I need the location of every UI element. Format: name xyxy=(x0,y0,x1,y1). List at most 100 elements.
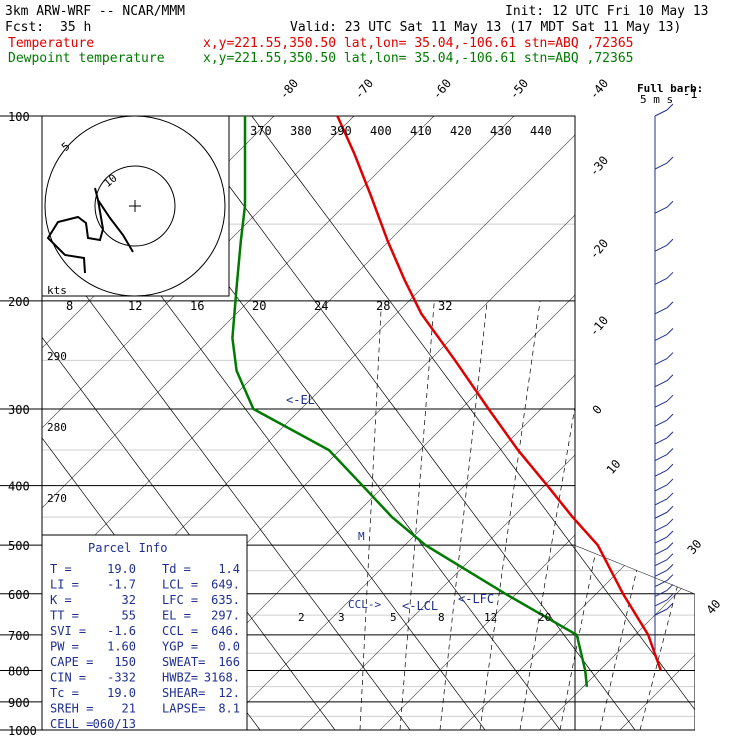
theta-top-label-7: 440 xyxy=(530,124,552,138)
wind-barb-562 xyxy=(654,569,668,577)
parcel-value-5: 1.60 xyxy=(107,640,136,654)
theta-left-label-2: 270 xyxy=(47,492,67,505)
parcel-key2-7: HWBZ= xyxy=(162,671,198,685)
wind-flag-430 xyxy=(666,492,674,500)
wind-barb-452 xyxy=(654,511,668,519)
dry-adiabat-9 xyxy=(176,115,636,731)
wind-barb-276 xyxy=(654,380,668,388)
parcel-key2-4: CCL = xyxy=(162,624,198,638)
parcel-value2-4: 646. xyxy=(211,624,240,638)
wind-barb-364 xyxy=(654,454,668,461)
parcel-key2-9: LAPSE= xyxy=(162,702,205,716)
theta-top-label-4: 410 xyxy=(410,124,432,138)
mask-top xyxy=(0,70,740,116)
dry-adiabat-6 xyxy=(0,180,411,731)
theta-top-label-6: 430 xyxy=(490,124,512,138)
pressure-label-600: 600 xyxy=(8,588,30,602)
theta-top-label-1: 380 xyxy=(290,124,312,138)
parcel-value-6: 150 xyxy=(114,655,136,669)
parcel-value2-8: 12. xyxy=(218,686,240,700)
wind-barb-342 xyxy=(654,437,668,445)
wind-flag-584 xyxy=(666,574,674,581)
parcel-key-4: SVI = xyxy=(50,624,86,638)
wind-flag-232 xyxy=(666,328,674,335)
wind-flag-254 xyxy=(666,352,674,359)
wind-barb-254 xyxy=(654,358,668,366)
parcel-key2-6: SWEAT= xyxy=(162,655,205,669)
parcel-key-1: LI = xyxy=(50,578,79,592)
wind-barb-298 xyxy=(654,400,668,408)
wind-barb-386 xyxy=(654,469,668,477)
theta-top-label-0: 370 xyxy=(250,124,272,138)
wind-barb-122 xyxy=(654,162,668,170)
dry-adiabat-10 xyxy=(251,115,711,731)
parcel-key-7: CIN = xyxy=(50,671,86,685)
pressure-label-900: 900 xyxy=(8,696,30,710)
temperature-trace xyxy=(336,115,662,671)
mask-right xyxy=(575,116,740,740)
moist-adiabat-2 xyxy=(439,300,488,731)
wind-flag-606 xyxy=(666,584,674,591)
hodograph-units-label: kts xyxy=(47,284,67,297)
lfc-marker: <-LFC xyxy=(458,592,494,606)
pressure-label-800: 800 xyxy=(8,664,30,678)
theta-left-label-0: 290 xyxy=(47,350,67,363)
pressure-label-300: 300 xyxy=(8,403,30,417)
parcel-value2-5: 0.0 xyxy=(218,640,240,654)
wind-flag-144 xyxy=(666,200,674,208)
hodo-scale-tick-2: 16 xyxy=(190,299,204,313)
mixing-ratio-label-5: 20 xyxy=(538,611,551,624)
pressure-label-500: 500 xyxy=(8,539,30,553)
parcel-key-5: PW = xyxy=(50,640,79,654)
dewpoint-trace xyxy=(231,116,589,687)
theta-top-label-2: 390 xyxy=(330,124,352,138)
dry-adiabat-7 xyxy=(26,115,486,731)
ccl-marker: CCL-> xyxy=(348,598,381,611)
theta-top-label-5: 420 xyxy=(450,124,472,138)
wind-barb-650 xyxy=(654,608,668,616)
mixing-ratio-label-4: 12 xyxy=(484,611,497,624)
parcel-value-2: 32 xyxy=(122,593,136,607)
wind-flag-628 xyxy=(666,593,674,601)
parcel-value-4: -1.6 xyxy=(107,624,136,638)
wind-flag-122 xyxy=(666,156,674,164)
wind-barb-100 xyxy=(654,109,668,117)
mask-left xyxy=(0,0,42,740)
parcel-value2-2: 635. xyxy=(211,593,240,607)
parcel-key-2: K = xyxy=(50,593,72,607)
theta-top-label-3: 400 xyxy=(370,124,392,138)
parcel-value-0: 19.0 xyxy=(107,562,136,576)
parcel-value2-1: 649. xyxy=(211,578,240,592)
hodo-scale-tick-0: 8 xyxy=(66,299,73,313)
parcel-value2-0: 1.4 xyxy=(218,562,240,576)
wind-barb-540 xyxy=(654,559,668,567)
isotherm--3 xyxy=(0,115,435,551)
parcel-value2-7: 3168. xyxy=(204,671,240,685)
wind-flag-496 xyxy=(666,530,674,538)
hodo-scale-tick-6: 32 xyxy=(438,299,452,313)
parcel-value-3: 55 xyxy=(122,609,136,623)
wind-barb-408 xyxy=(654,484,668,492)
dry-adiabat-8 xyxy=(101,115,561,731)
parcel-value2-6: 166 xyxy=(218,655,240,669)
wind-barb-606 xyxy=(654,589,668,597)
parcel-key2-2: LFC = xyxy=(162,593,198,607)
hodograph-trace xyxy=(46,187,134,274)
pressure-label-200: 200 xyxy=(8,295,30,309)
hodo-scale-tick-3: 20 xyxy=(252,299,266,313)
isotherm--4 xyxy=(0,115,355,471)
wind-flag-298 xyxy=(666,394,674,402)
parcel-value-9: 21 xyxy=(122,702,136,716)
plot-frame-top xyxy=(41,115,576,731)
wind-barb-232 xyxy=(654,333,668,341)
hodo-scale-tick-5: 28 xyxy=(376,299,390,313)
mixing-ratio-label-3: 8 xyxy=(438,611,445,624)
parcel-key2-3: EL = xyxy=(162,609,191,623)
wind-flag-188 xyxy=(666,271,674,279)
pressure-label-400: 400 xyxy=(8,480,30,494)
pressure-label-1000: 1000 xyxy=(8,724,37,738)
parcel-info-title: Parcel Info xyxy=(88,541,167,555)
mixing-ratio-label-1: 3 xyxy=(338,611,345,624)
wind-flag-210 xyxy=(666,301,674,309)
